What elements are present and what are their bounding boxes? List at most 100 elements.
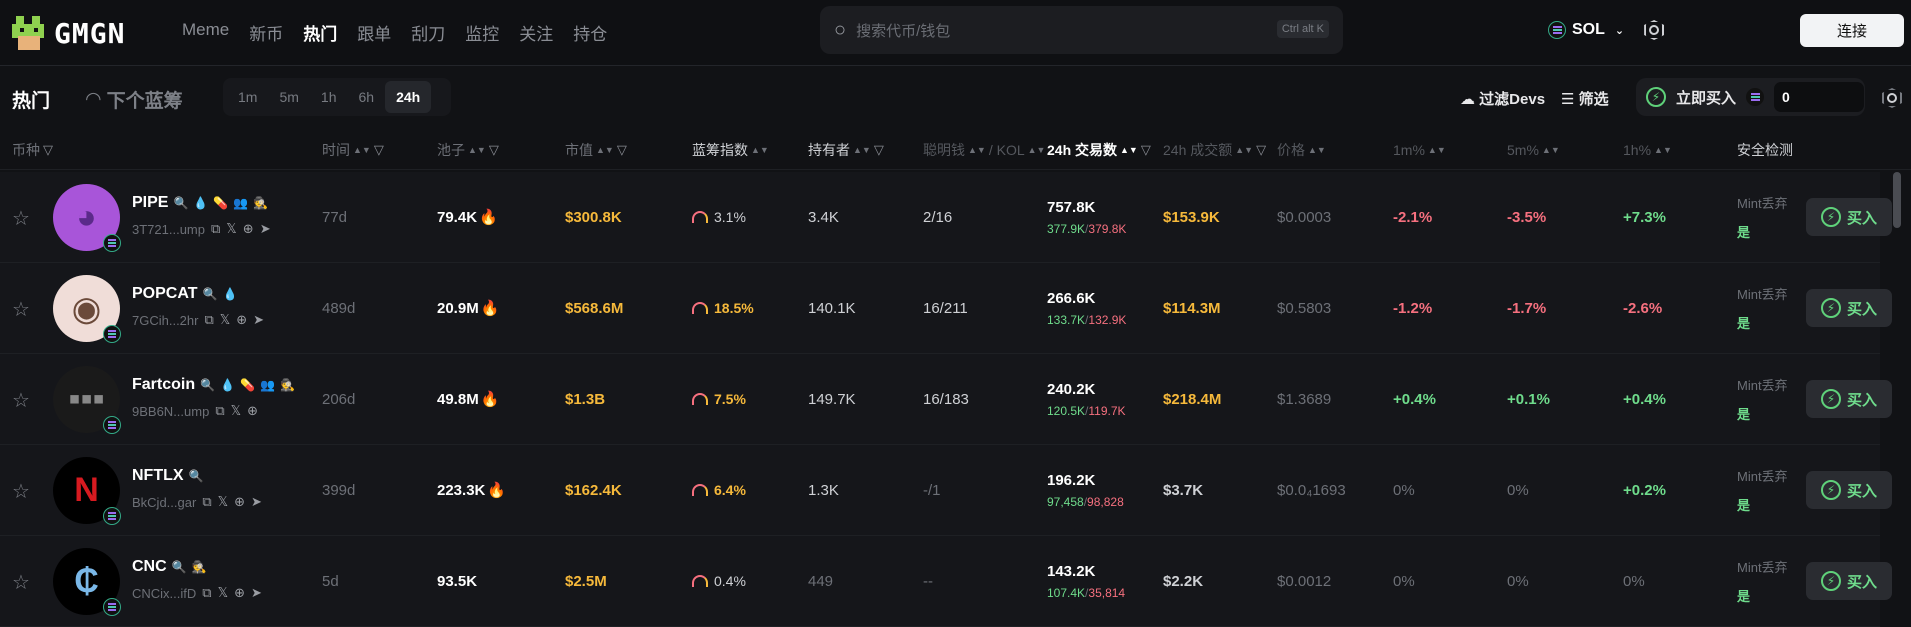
sort-icon[interactable]: ▲▼ (751, 144, 769, 155)
token-name[interactable]: CNC 🔍 🕵 (132, 558, 207, 576)
copy-icon[interactable]: ⧉ (202, 585, 212, 600)
search-icon[interactable]: 🔍 (200, 378, 216, 392)
search-icon[interactable]: 🔍 (173, 196, 189, 210)
table-row[interactable]: ☆ ▪▪▪ Fartcoin 🔍 💧 💊 👥 🕵 9BB6N...ump ⧉ 𝕏 ⊕ 206d … (0, 354, 1892, 445)
telegram-icon[interactable]: ➤ (253, 312, 265, 327)
sort-icon[interactable]: ▲▼ (1235, 144, 1254, 155)
search-icon[interactable]: 🔍 (202, 287, 218, 301)
table-row[interactable]: ☆ N NFTLX 🔍 BkCjd...gar ⧉ 𝕏 ⊕ ➤ 399d 223.3K 🔥 … (0, 445, 1892, 536)
token-name[interactable]: Fartcoin 🔍 💧 💊 👥 🕵 (132, 376, 295, 394)
token-name[interactable]: POPCAT 🔍 💧 (132, 285, 237, 303)
filter-icon[interactable]: ▽ (616, 141, 627, 157)
nav-copytrade[interactable]: 跟单 (357, 25, 392, 44)
sort-icon[interactable]: ▲▼ (968, 144, 986, 155)
nav-new[interactable]: 新币 (249, 25, 284, 44)
nav-meme[interactable]: Meme (182, 20, 230, 39)
col-volume[interactable]: 24h 成交额 ▲▼ ▽ (1163, 130, 1266, 169)
buy-button[interactable]: ⚡ 买入 (1806, 289, 1892, 327)
website-icon[interactable]: ⊕ (234, 494, 245, 509)
col-1m[interactable]: 1m% ▲▼ (1393, 130, 1446, 169)
col-bluechip[interactable]: 蓝筹指数 ▲▼ (692, 130, 769, 169)
col-5m[interactable]: 5m% ▲▼ (1507, 130, 1560, 169)
nav-sniper[interactable]: 刮刀 (411, 25, 446, 44)
sort-icon[interactable]: ▲▼ (1654, 144, 1672, 155)
col-1h[interactable]: 1h% ▲▼ (1623, 130, 1672, 169)
filter-icon[interactable]: ▽ (1256, 141, 1267, 157)
buy-button[interactable]: ⚡ 买入 (1806, 471, 1892, 509)
search-input[interactable]: ○ 搜索代币/钱包 Ctrl alt K (820, 6, 1343, 54)
tab-1m[interactable]: 1m (238, 89, 258, 105)
website-icon[interactable]: ⊕ (234, 585, 245, 600)
buy-button[interactable]: ⚡ 买入 (1806, 380, 1892, 418)
telegram-icon[interactable]: ➤ (259, 221, 271, 236)
search-icon[interactable]: 🔍 (188, 469, 204, 483)
sort-icon[interactable]: ▲▼ (1027, 144, 1046, 155)
nav-trending[interactable]: 热门 (303, 25, 338, 44)
sort-icon[interactable]: ▲▼ (1308, 144, 1326, 155)
search-icon[interactable]: 🔍 (171, 560, 187, 574)
col-coin[interactable]: 币种 ▽ (12, 130, 53, 169)
star-icon[interactable]: ☆ (12, 208, 30, 230)
tab-24h[interactable]: 24h (385, 81, 432, 113)
sort-icon[interactable]: ▲▼ (596, 144, 614, 155)
buy-button[interactable]: ⚡ 买入 (1806, 562, 1892, 600)
quick-buy-settings-icon[interactable] (1882, 88, 1902, 108)
tab-5m[interactable]: 5m (279, 89, 299, 105)
sort-desc-icon[interactable]: ▲▼ (1120, 144, 1138, 155)
filter-icon[interactable]: ▽ (373, 141, 384, 157)
star-icon[interactable]: ☆ (12, 572, 30, 594)
website-icon[interactable]: ⊕ (247, 403, 259, 418)
filter-icon[interactable]: ▽ (1140, 141, 1151, 157)
x-twitter-icon[interactable]: 𝕏 (217, 585, 229, 600)
nav-monitor[interactable]: 监控 (465, 25, 500, 44)
col-price[interactable]: 价格 ▲▼ (1277, 130, 1326, 169)
filter-button[interactable]: ☰ 筛选 (1561, 88, 1609, 109)
filter-devs-button[interactable]: ☁ 过滤Devs (1460, 88, 1545, 109)
token-avatar[interactable]: ◉ (53, 275, 120, 342)
buy-button[interactable]: ⚡ 买入 (1806, 198, 1892, 236)
filter-icon[interactable]: ▽ (488, 141, 499, 157)
table-row[interactable]: ☆ ₵ CNC 🔍 🕵 CNCix...ifD ⧉ 𝕏 ⊕ ➤ 5d 93.5K $2.5M… (0, 536, 1892, 627)
table-row[interactable]: ☆ ◕ PIPE 🔍 💧 💊 👥 🕵 3T721...ump ⧉ 𝕏 ⊕ ➤ 77d 79.4K 🔥… (0, 172, 1892, 263)
table-row[interactable]: ☆ ◉ POPCAT 🔍 💧 7GCih...2hr ⧉ 𝕏 ⊕ ➤ 489d 20.9M 🔥… (0, 263, 1892, 354)
chain-selector[interactable]: SOL ⌄ (1548, 20, 1665, 40)
col-pool[interactable]: 池子 ▲▼ ▽ (437, 130, 499, 169)
token-avatar[interactable]: N (53, 457, 120, 524)
filter-icon[interactable]: ▽ (873, 141, 884, 157)
copy-icon[interactable]: ⧉ (211, 221, 221, 236)
connect-button[interactable]: 连接 (1800, 14, 1904, 47)
telegram-icon[interactable]: ➤ (251, 494, 262, 509)
col-smart-kol[interactable]: 聪明钱 ▲▼ / KOL ▲▼ (923, 130, 1045, 169)
nav-follow[interactable]: 关注 (519, 25, 554, 44)
website-icon[interactable]: ⊕ (236, 312, 248, 327)
col-txns[interactable]: 24h 交易数 ▲▼ ▽ (1047, 130, 1151, 169)
quick-buy-amount-input[interactable]: 0 (1774, 82, 1865, 112)
website-icon[interactable]: ⊕ (242, 221, 254, 236)
next-bluechip-tab[interactable]: ◠ 下个蓝筹 (86, 86, 183, 113)
star-icon[interactable]: ☆ (12, 299, 30, 321)
tab-1h[interactable]: 1h (320, 89, 337, 105)
star-icon[interactable]: ☆ (12, 390, 30, 412)
col-holders[interactable]: 持有者 ▲▼ ▽ (808, 130, 884, 169)
star-icon[interactable]: ☆ (12, 481, 30, 503)
sort-icon[interactable]: ▲▼ (1541, 144, 1560, 155)
filter-icon[interactable]: ▽ (43, 141, 53, 157)
col-age[interactable]: 时间 ▲▼ ▽ (322, 130, 384, 169)
x-twitter-icon[interactable]: 𝕏 (230, 403, 242, 418)
x-twitter-icon[interactable]: 𝕏 (219, 312, 231, 327)
nav-holdings[interactable]: 持仓 (573, 25, 608, 44)
settings-gear-icon[interactable] (1644, 20, 1665, 40)
scrollbar[interactable] (1893, 172, 1901, 228)
copy-icon[interactable]: ⧉ (215, 403, 225, 418)
tab-6h[interactable]: 6h (358, 89, 375, 105)
sort-icon[interactable]: ▲▼ (468, 144, 486, 155)
sort-icon[interactable]: ▲▼ (353, 144, 371, 155)
telegram-icon[interactable]: ➤ (250, 585, 262, 600)
copy-icon[interactable]: ⧉ (202, 494, 212, 509)
quick-buy-label[interactable]: 立即买入 (1676, 89, 1737, 107)
token-name[interactable]: NFTLX 🔍 (132, 467, 204, 485)
token-name[interactable]: PIPE 🔍 💧 💊 👥 🕵 (132, 194, 268, 212)
logo[interactable]: GMGN (12, 16, 125, 50)
copy-icon[interactable]: ⧉ (204, 312, 214, 327)
sort-icon[interactable]: ▲▼ (853, 144, 871, 155)
